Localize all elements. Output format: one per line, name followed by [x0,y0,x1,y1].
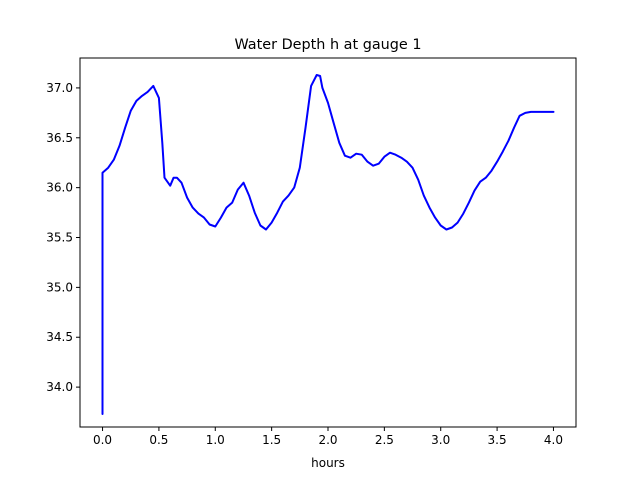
x-tick-label: 2.0 [318,433,337,447]
x-tick-label: 4.0 [544,433,563,447]
x-tick-label: 2.5 [375,433,394,447]
y-tick-label: 35.5 [46,231,73,245]
series-layer [101,74,555,415]
x-tick-label: 3.5 [488,433,507,447]
y-tick-label: 34.5 [46,330,73,344]
y-tick-label: 36.5 [46,131,73,145]
series-line [101,74,555,415]
x-tick-label: 1.0 [206,433,225,447]
x-axis-ticks: 0.0 0.5 1.0 1.5 2.0 2.5 3.0 3.5 4.0 [93,427,563,447]
plot-frame [79,57,577,428]
chart-title: Water Depth h at gauge 1 [234,37,421,53]
y-tick-label: 34.0 [46,380,73,394]
x-tick-label: 0.5 [149,433,168,447]
y-tick-label: 36.0 [46,181,73,195]
x-tick-label: 0.0 [93,433,112,447]
y-tick-label: 35.0 [46,280,73,294]
x-axis-label: hours [311,456,345,470]
x-tick-label: 1.5 [262,433,281,447]
y-axis-ticks: 34.0 34.5 35.0 35.5 36.0 36.5 37.0 [46,81,80,394]
y-tick-label: 37.0 [46,81,73,95]
x-tick-label: 3.0 [431,433,450,447]
